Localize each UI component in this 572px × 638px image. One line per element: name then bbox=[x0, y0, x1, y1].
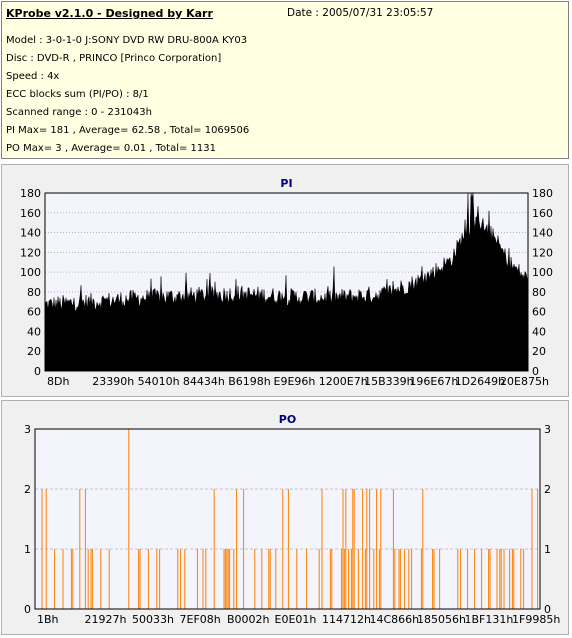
po-y-tick-label-left: 1 bbox=[24, 543, 31, 556]
pi-y-tick-label-right: 180 bbox=[532, 187, 553, 200]
pi-x-tick-label: E9E96h bbox=[274, 375, 316, 388]
po-y-tick-label-right: 3 bbox=[544, 423, 551, 436]
po-x-tick-label: 1BF131h bbox=[465, 613, 514, 626]
pi-y-tick-label-left: 180 bbox=[20, 187, 41, 200]
pi-x-tick-label: 1200E7h bbox=[319, 375, 368, 388]
pi-chart-panel: PI 0 0 20 20 40 40 60 60 80 80 100 100 120 120 140 140 16… bbox=[1, 164, 569, 397]
pi-y-tick-label-right: 60 bbox=[532, 306, 546, 319]
pi-y-tick-label-left: 0 bbox=[34, 365, 41, 378]
po-plot-area bbox=[35, 429, 540, 609]
po-chart-title: PO bbox=[279, 413, 296, 426]
app-title: KProbe v2.1.0 - Designed by Karr bbox=[6, 7, 213, 20]
pi-x-tick-label: 8Dh bbox=[47, 375, 69, 388]
pi-x-tick-label: 15B339h bbox=[364, 375, 414, 388]
pi-y-tick-label-right: 40 bbox=[532, 325, 546, 338]
po-plot-border bbox=[34, 428, 541, 610]
pi-y-tick-label-left: 140 bbox=[20, 227, 41, 240]
po-x-tick-label: 21927h bbox=[85, 613, 127, 626]
pi-y-tick-label-left: 40 bbox=[27, 325, 41, 338]
po-x-tick-label: E0E01h bbox=[275, 613, 317, 626]
pi-chart-title: PI bbox=[280, 177, 292, 190]
po-x-tick-label: 50033h bbox=[132, 613, 174, 626]
po-x-tick-label: 1Bh bbox=[37, 613, 59, 626]
scan-date: Date : 2005/07/31 23:05:57 bbox=[287, 7, 434, 19]
pi-x-tick-label: B6198h bbox=[228, 375, 271, 388]
po-y-tick-label-left: 3 bbox=[24, 423, 31, 436]
info-po-stats: PO Max= 3 , Average= 0.01 , Total= 1131 bbox=[6, 143, 216, 154]
po-y-tick-label-right: 2 bbox=[544, 483, 551, 496]
pi-chart: PI 0 0 20 20 40 40 60 60 80 80 100 100 120 120 140 140 16… bbox=[20, 177, 553, 388]
info-disc: Disc : DVD-R , PRINCO [Princo Corporatio… bbox=[6, 53, 222, 64]
po-x-tick-label: 1F9985h bbox=[512, 613, 560, 626]
pi-y-tick-label-right: 140 bbox=[532, 227, 553, 240]
po-x-tick-label: 7EF08h bbox=[180, 613, 221, 626]
po-x-tick-label: B0002h bbox=[227, 613, 270, 626]
pi-x-tick-label: 1D2649h bbox=[455, 375, 505, 388]
pi-y-tick-label-left: 80 bbox=[27, 286, 41, 299]
pi-y-tick-label-left: 160 bbox=[20, 207, 41, 220]
pi-y-tick-label-right: 120 bbox=[532, 246, 553, 259]
pi-y-tick-label-left: 60 bbox=[27, 306, 41, 319]
pi-x-tick-label: 23390h bbox=[92, 375, 134, 388]
info-panel: KProbe v2.1.0 - Designed by Karr Date : … bbox=[1, 1, 569, 159]
pi-series-area bbox=[44, 192, 529, 372]
pi-y-tick-label-left: 20 bbox=[27, 345, 41, 358]
po-chart: PO 0 0 1 1 2 2 3 3 1Bh 21927h 50033h 7EF08h B0002h E0E… bbox=[24, 413, 560, 626]
pi-y-tick-label-right: 20 bbox=[532, 345, 546, 358]
info-ecc-blocks: ECC blocks sum (PI/PO) : 8/1 bbox=[6, 89, 149, 100]
info-speed: Speed : 4x bbox=[6, 71, 60, 82]
po-x-tick-label: 185056h bbox=[417, 613, 466, 626]
info-pi-stats: PI Max= 181 , Average= 62.58 , Total= 10… bbox=[6, 125, 250, 136]
pi-x-tick-label: 20E875h bbox=[500, 375, 549, 388]
po-chart-panel: PO 0 0 1 1 2 2 3 3 1Bh 21927h 50033h 7EF08h B0002h E0E… bbox=[1, 400, 569, 635]
po-y-tick-label-left: 0 bbox=[24, 603, 31, 616]
po-y-tick-label-right: 1 bbox=[544, 543, 551, 556]
po-x-tick-label: 114712h bbox=[322, 613, 371, 626]
pi-y-tick-label-left: 120 bbox=[20, 246, 41, 259]
po-y-tick-label-right: 0 bbox=[544, 603, 551, 616]
info-scanned-range: Scanned range : 0 - 231043h bbox=[6, 107, 152, 118]
pi-y-tick-label-right: 80 bbox=[532, 286, 546, 299]
po-y-tick-label-left: 2 bbox=[24, 483, 31, 496]
pi-x-tick-label: 84434h bbox=[183, 375, 225, 388]
po-x-tick-label: 14C866h bbox=[370, 613, 420, 626]
pi-x-tick-label: 54010h bbox=[138, 375, 180, 388]
pi-x-tick-label: 196E67h bbox=[409, 375, 458, 388]
pi-y-tick-label-right: 100 bbox=[532, 266, 553, 279]
pi-y-tick-label-right: 160 bbox=[532, 207, 553, 220]
pi-y-tick-label-right: 0 bbox=[532, 365, 539, 378]
pi-plot-border bbox=[44, 192, 529, 372]
pi-y-tick-label-left: 100 bbox=[20, 266, 41, 279]
info-model: Model : 3-0-1-0 J:SONY DVD RW DRU-800A K… bbox=[6, 35, 248, 46]
